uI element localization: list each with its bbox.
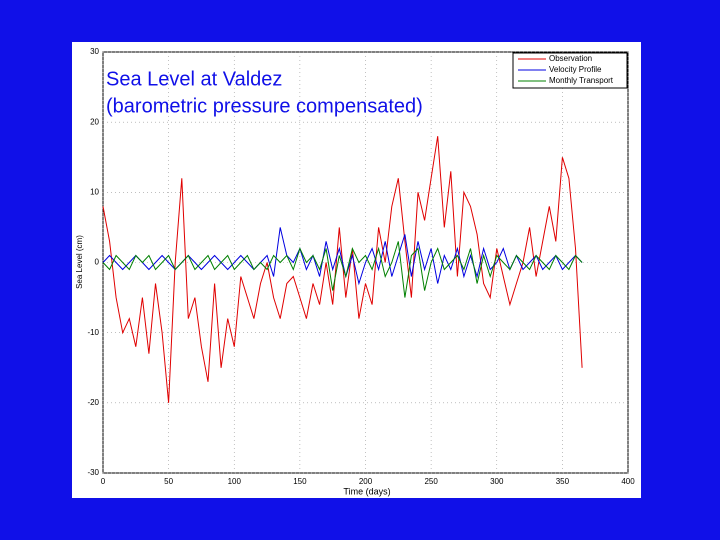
y-tick-label: -20 [87, 398, 99, 407]
x-tick-label: 100 [228, 477, 242, 486]
y-tick-label: 10 [90, 187, 99, 196]
x-tick-label: 300 [490, 477, 504, 486]
x-tick-label: 200 [359, 477, 373, 486]
x-tick-label: 50 [164, 477, 173, 486]
y-axis-label: Sea Level (cm) [75, 235, 84, 289]
legend-label: Observation [549, 54, 592, 63]
x-tick-label: 150 [293, 477, 307, 486]
legend-label: Monthly Transport [549, 76, 614, 85]
x-axis-label: Time (days) [343, 486, 390, 496]
legend-label: Velocity Profile [549, 65, 602, 74]
x-tick-label: 250 [424, 477, 438, 486]
title-line: (barometric pressure compensated) [106, 95, 423, 117]
y-tick-label: 0 [95, 258, 100, 267]
series-line [102, 241, 583, 298]
y-tick-label: 30 [90, 47, 99, 56]
y-tick-label: 20 [90, 117, 99, 126]
x-tick-label: 0 [101, 477, 106, 486]
x-tick-label: 350 [556, 477, 570, 486]
y-tick-label: -30 [87, 468, 99, 477]
figure-background [72, 42, 641, 498]
y-tick-label: -10 [87, 328, 99, 337]
x-tick-label: 400 [621, 477, 635, 486]
title-line: Sea Level at Valdez [106, 68, 282, 90]
